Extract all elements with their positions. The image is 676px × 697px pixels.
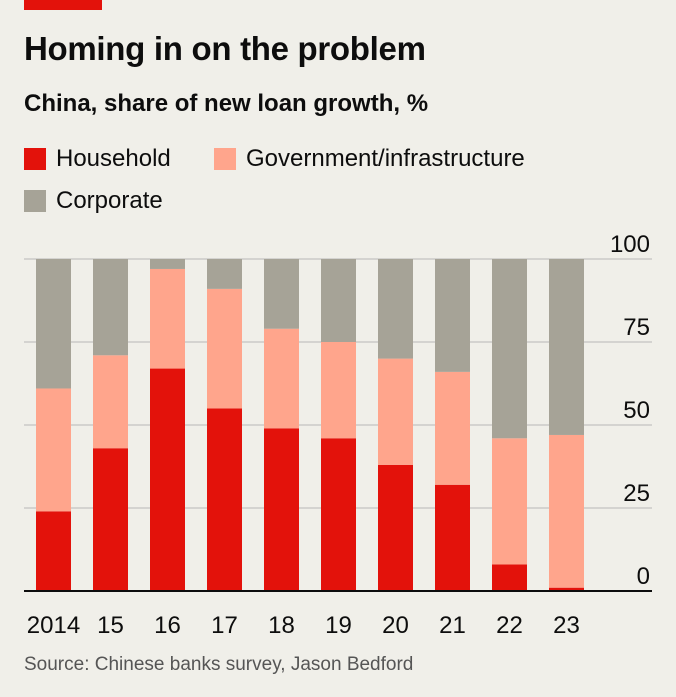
bar-22-series-2 (492, 259, 527, 439)
bar-17-series-2 (207, 259, 242, 289)
bar-23-series-2 (549, 259, 584, 435)
bar-19-series-2 (321, 259, 356, 342)
x-tick-label-18: 18 (268, 612, 295, 639)
bar-15-series-2 (93, 259, 128, 356)
bar-19-series-1 (321, 342, 356, 439)
chart-subtitle: China, share of new loan growth, % (24, 90, 429, 117)
x-tick-label-20: 20 (382, 612, 409, 639)
bar-22-series-0 (492, 564, 527, 591)
legend-swatch-household (24, 148, 46, 170)
bar-21-series-1 (435, 371, 470, 485)
legend-swatch-corporate (24, 190, 46, 212)
legend-swatch-government (214, 148, 236, 170)
bar-2014-series-1 (36, 388, 71, 512)
bar-18-series-1 (264, 328, 299, 429)
bar-21-series-2 (435, 259, 470, 372)
y-tick-label-50: 50 (623, 397, 650, 424)
source-note: Source: Chinese banks survey, Jason Bedf… (24, 654, 414, 675)
bar-23-series-1 (549, 434, 584, 588)
bar-20-series-0 (378, 464, 413, 591)
bar-17-series-0 (207, 408, 242, 591)
bar-2014-series-0 (36, 511, 71, 591)
x-tick-label-2014: 2014 (27, 612, 80, 639)
legend-item-corporate: Corporate (24, 187, 163, 215)
y-tick-label-100: 100 (610, 231, 650, 258)
bar-20-series-1 (378, 358, 413, 465)
y-tick-label-75: 75 (623, 314, 650, 341)
legend-label-government: Government/infrastructure (246, 145, 525, 172)
bar-20-series-2 (378, 259, 413, 359)
chart-title: Homing in on the problem (24, 30, 426, 67)
bar-15-series-0 (93, 448, 128, 591)
x-tick-label-19: 19 (325, 612, 352, 639)
y-tick-label-0: 0 (637, 563, 650, 590)
bar-21-series-0 (435, 484, 470, 591)
bar-2014-series-2 (36, 259, 71, 389)
legend-label-household: Household (56, 145, 171, 172)
y-tick-label-25: 25 (623, 480, 650, 507)
bar-16-series-1 (150, 268, 185, 369)
bar-22-series-1 (492, 438, 527, 565)
x-tick-label-22: 22 (496, 612, 523, 639)
bar-18-series-2 (264, 259, 299, 329)
legend-label-corporate: Corporate (56, 187, 163, 214)
x-tick-label-21: 21 (439, 612, 466, 639)
bar-16-series-2 (150, 259, 185, 269)
bar-19-series-0 (321, 438, 356, 591)
x-tick-label-15: 15 (97, 612, 124, 639)
bar-17-series-1 (207, 288, 242, 409)
accent-bar (24, 0, 102, 10)
bar-23-series-0 (549, 587, 584, 591)
bar-15-series-1 (93, 355, 128, 449)
x-tick-label-16: 16 (154, 612, 181, 639)
bar-16-series-0 (150, 368, 185, 591)
x-tick-label-23: 23 (553, 612, 580, 639)
bar-18-series-0 (264, 428, 299, 591)
legend-item-government: Government/infrastructure (214, 145, 525, 173)
legend-item-household: Household (24, 145, 171, 173)
x-tick-label-17: 17 (211, 612, 238, 639)
